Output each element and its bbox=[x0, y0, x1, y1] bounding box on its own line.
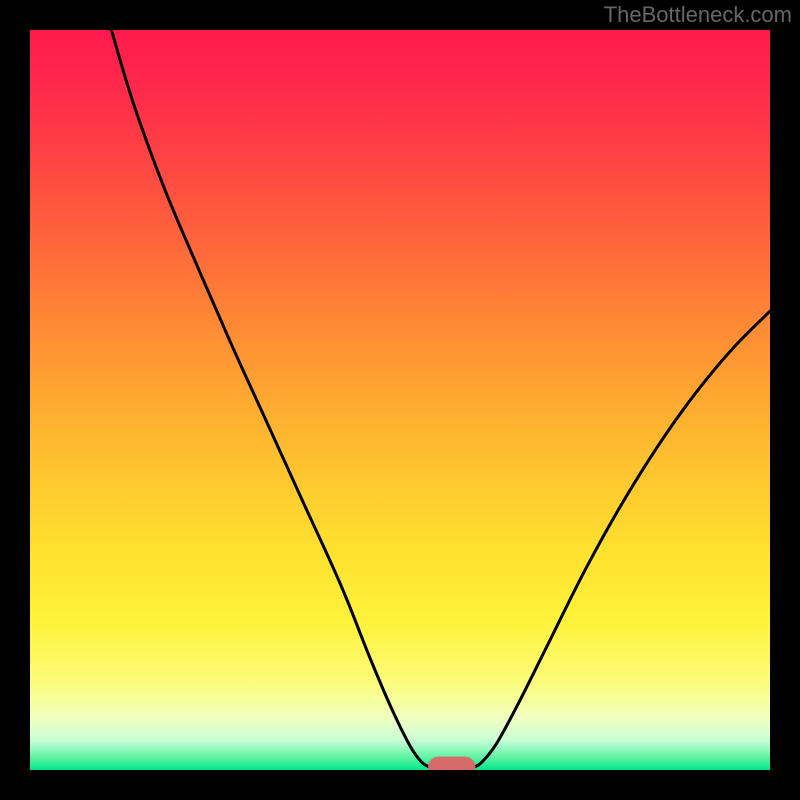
chart-border bbox=[770, 0, 800, 800]
chart-border bbox=[0, 0, 30, 800]
chart-border bbox=[0, 770, 800, 800]
bottleneck-chart bbox=[0, 0, 800, 800]
chart-container: TheBottleneck.com bbox=[0, 0, 800, 800]
watermark-text: TheBottleneck.com bbox=[604, 2, 792, 28]
gradient-background bbox=[30, 30, 770, 770]
